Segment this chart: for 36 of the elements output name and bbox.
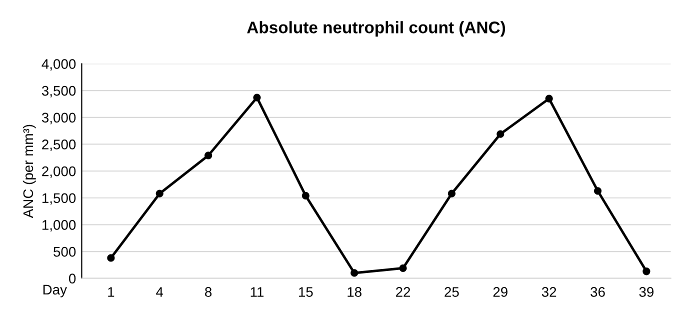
x-tick-label: 36	[590, 287, 605, 297]
y-tick-label: 3,000	[42, 112, 76, 124]
y-tick-label: 2,000	[42, 166, 76, 178]
point	[594, 187, 602, 195]
x-tick-label: 32	[542, 287, 556, 297]
point	[302, 192, 310, 200]
x-tick-label: 22	[396, 287, 410, 297]
y-tick-label: 3,500	[42, 86, 76, 98]
y-tick-label: 4,000	[42, 59, 76, 71]
point	[399, 264, 407, 272]
y-tick-label: 1,000	[42, 220, 76, 232]
x-tick-label: 1	[108, 287, 114, 297]
point	[496, 130, 504, 138]
x-tick-label: 18	[348, 287, 362, 297]
point	[253, 94, 261, 102]
chart-title: Absolute neutrophil count (ANC)	[247, 21, 506, 37]
x-tick-label: 25	[444, 287, 459, 297]
y-tick-label: 2,500	[42, 140, 76, 152]
point	[642, 268, 650, 276]
x-tick-label: 8	[205, 287, 212, 297]
x-tick-label: 15	[299, 287, 313, 297]
x-tick-label: 4	[156, 287, 164, 297]
point	[545, 94, 553, 102]
x-tick-label: 11	[250, 287, 264, 297]
point	[156, 190, 164, 198]
point	[107, 254, 115, 262]
point	[350, 269, 358, 277]
point	[448, 190, 456, 198]
y-tick-label: 0	[68, 274, 76, 284]
y-tick-label: 500	[54, 246, 76, 257]
x-tick-label: 39	[639, 287, 654, 297]
y-tick-label: 1,500	[42, 193, 76, 205]
x-axis-title: Day	[43, 284, 67, 298]
y-axis-title: ANC (per mm³)	[22, 124, 36, 218]
point	[204, 152, 212, 160]
x-tick-label: 29	[493, 287, 508, 297]
